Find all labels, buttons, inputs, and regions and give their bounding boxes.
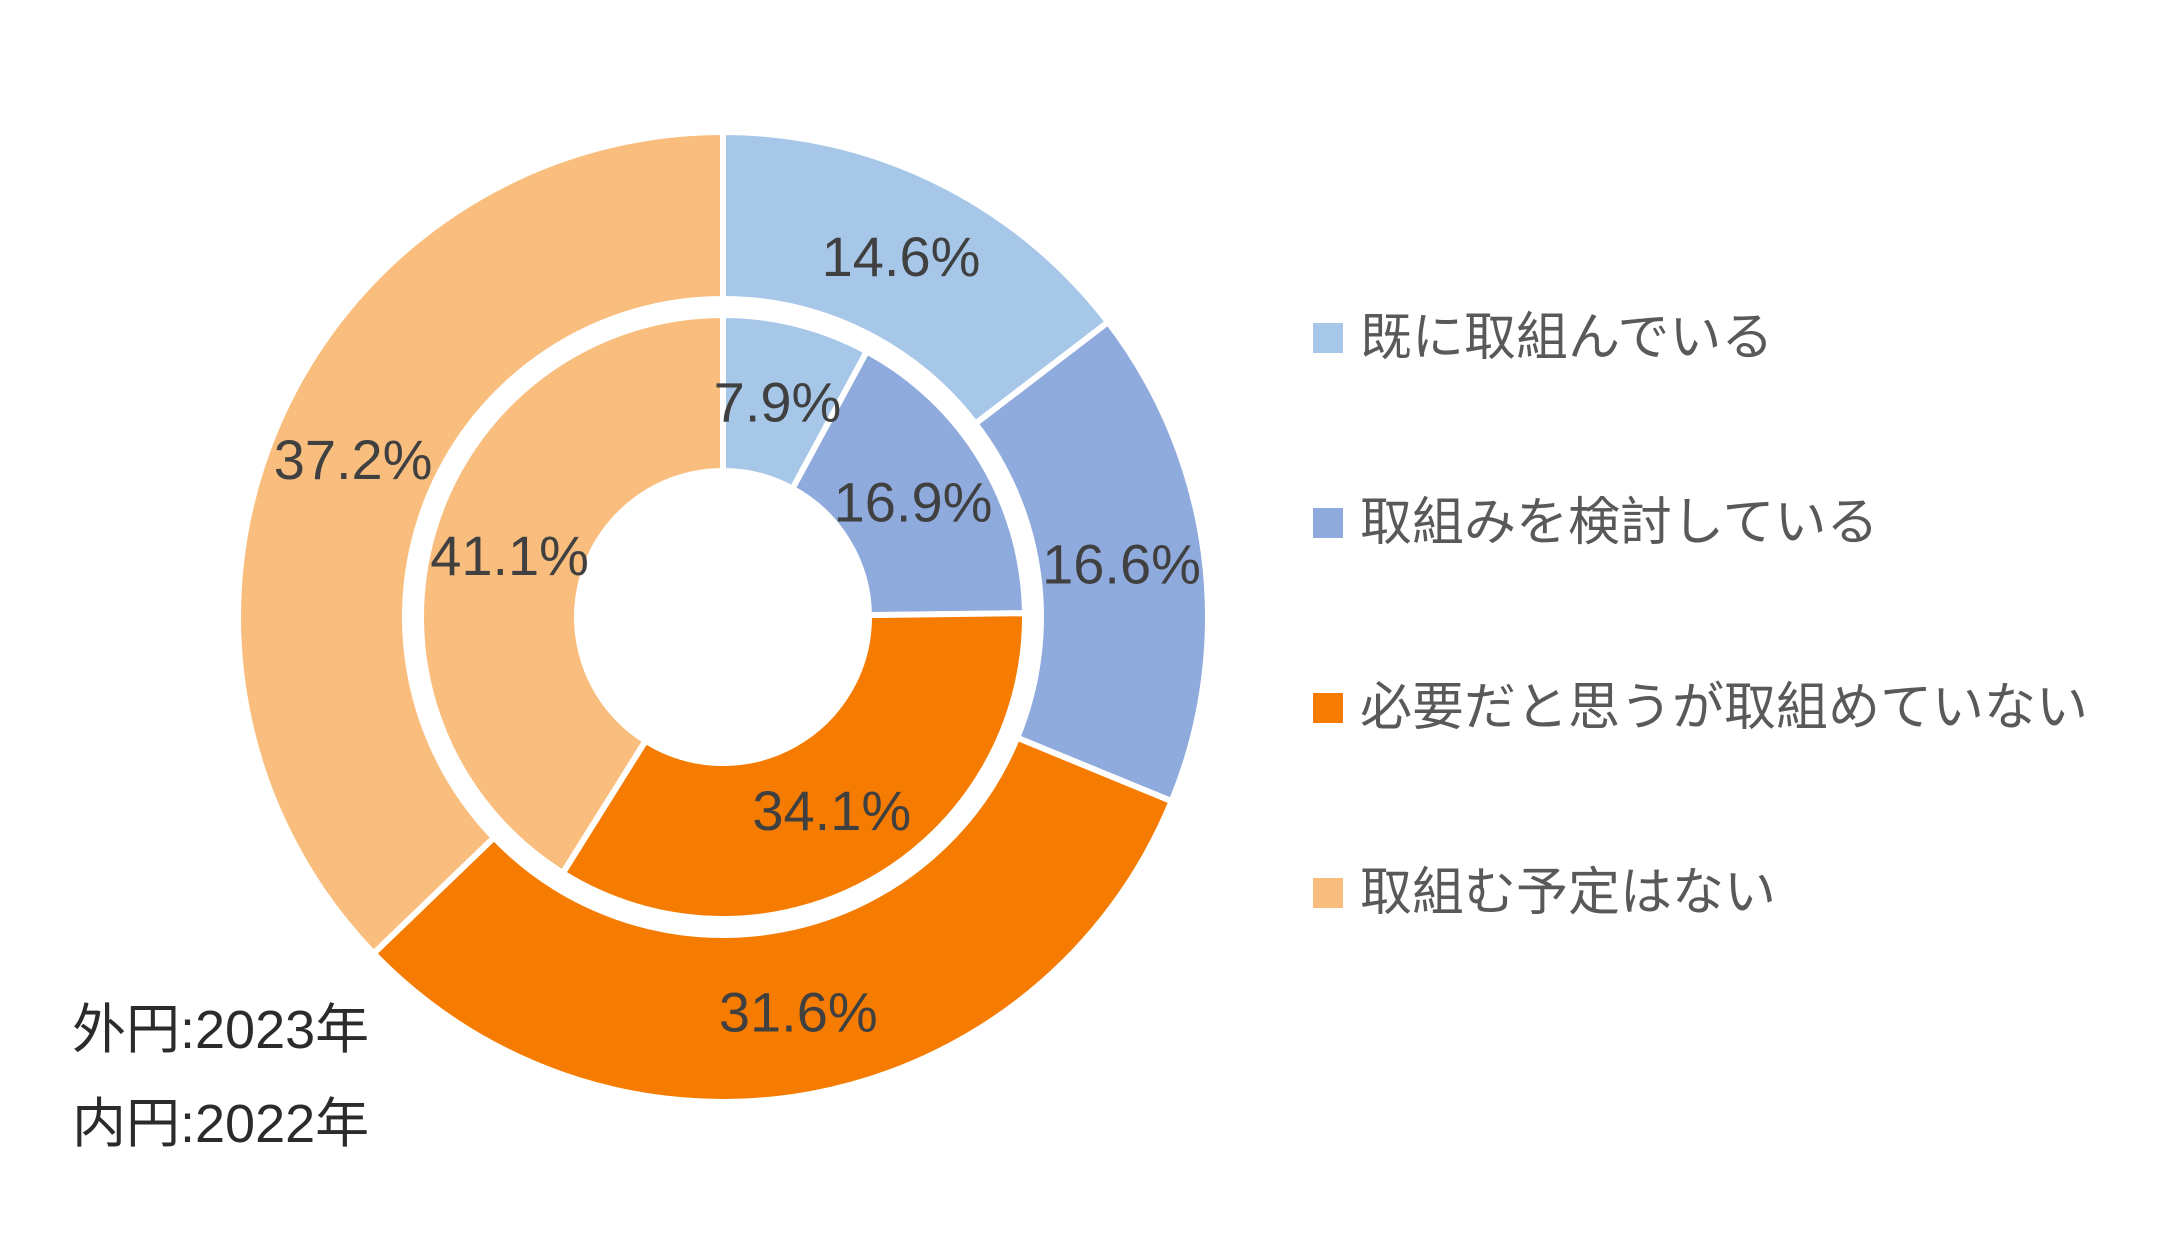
legend-label: 必要だと思うが取組めていない	[1360, 679, 2089, 737]
donut-slice-2022年-3	[418, 312, 726, 876]
donut-slice-2022年-1	[789, 348, 1028, 619]
legend-label: 取組みを検討している	[1360, 494, 1879, 552]
slice-data-label: 16.9%	[834, 471, 993, 534]
note-outer-ring-year: 外円:2023年	[72, 1000, 370, 1060]
legend-color-swatch-icon	[1313, 323, 1343, 353]
legend-label: 取組む予定はない	[1360, 864, 1777, 922]
donut-slice-2022年-2	[559, 610, 1028, 922]
legend-color-swatch-icon	[1313, 878, 1343, 908]
donut-slice-2023年-0	[720, 129, 1112, 427]
legend-item-no-plan: 取組む予定はない	[1313, 866, 2088, 920]
donut-slice-2023年-1	[972, 319, 1211, 805]
slice-data-label: 14.6%	[822, 225, 981, 288]
legend-color-swatch-icon	[1313, 693, 1343, 723]
note-inner-ring-year: 内円:2022年	[72, 1094, 370, 1154]
legend-label: 既に取組んでいる	[1360, 309, 1774, 367]
donut-slice-2023年-2	[370, 734, 1175, 1105]
slice-data-label: 7.9%	[714, 370, 842, 433]
slice-data-label: 31.6%	[719, 980, 878, 1043]
legend: 既に取組んでいる 取組みを検討している 必要だと思うが取組めていない 取組む予定…	[1313, 311, 2088, 920]
donut-slice-2023年-3	[235, 129, 726, 957]
legend-color-swatch-icon	[1313, 508, 1343, 538]
slice-data-label: 37.2%	[274, 428, 433, 491]
legend-item-necessary-but-not-working: 必要だと思うが取組めていない	[1313, 681, 2088, 735]
slice-data-label: 41.1%	[430, 524, 589, 587]
slice-data-label: 34.1%	[752, 779, 911, 842]
legend-item-considering: 取組みを検討している	[1313, 496, 2088, 550]
slice-data-label: 16.6%	[1042, 533, 1201, 596]
legend-item-already-working: 既に取組んでいる	[1313, 311, 2088, 365]
